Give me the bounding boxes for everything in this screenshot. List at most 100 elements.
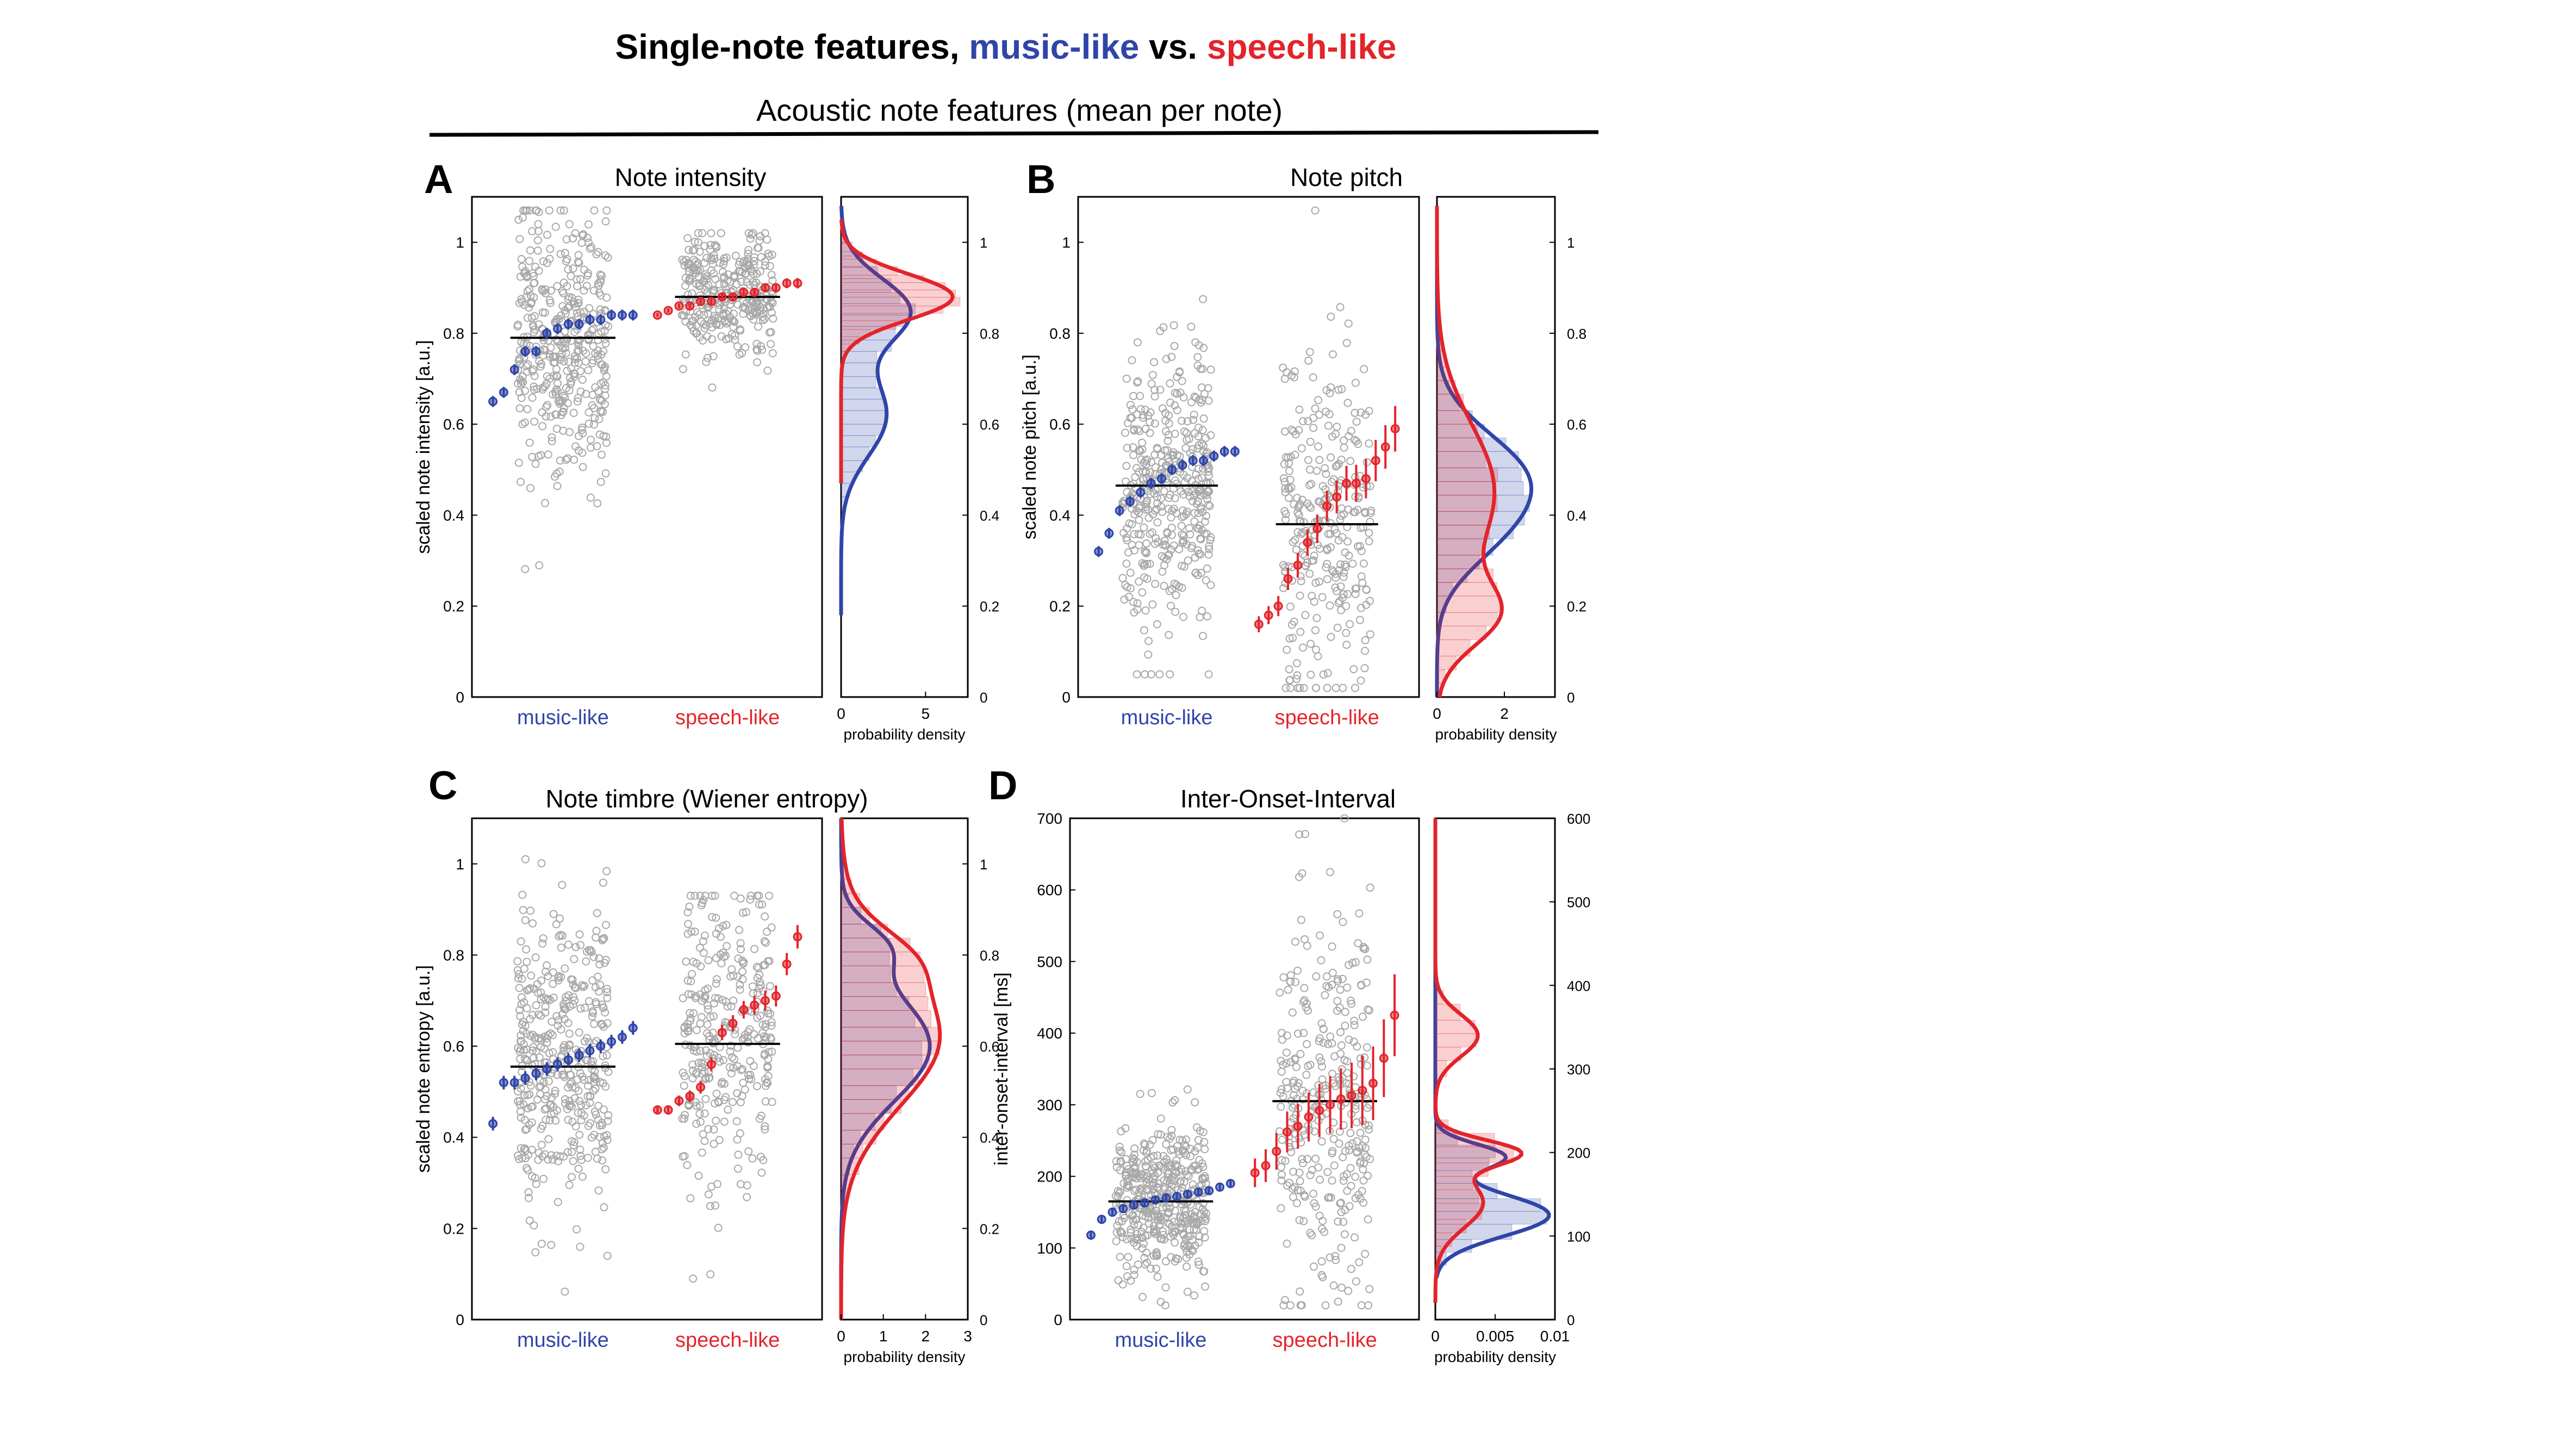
data-point-speech [1337,1208,1346,1216]
data-point-music [1158,1162,1166,1171]
data-point-speech [1332,529,1341,537]
data-point-music [1155,670,1164,679]
density-bar-music [841,965,891,983]
data-point-speech [700,1109,709,1118]
data-point-speech [1364,1215,1372,1224]
data-point-speech [753,988,762,997]
data-point-speech [1359,944,1368,953]
data-point-speech [744,1071,752,1079]
data-point-music [592,250,601,259]
data-point-music [1138,1244,1147,1253]
data-point-music [576,1004,585,1013]
data-point-music [1200,1227,1209,1235]
data-point-music [1192,470,1200,479]
data-point-speech [769,314,777,323]
data-point-music [1123,583,1131,592]
data-point-music [1191,568,1200,577]
data-point-speech [1291,978,1300,986]
data-point-speech [744,229,753,238]
data-point-speech [1357,1060,1365,1068]
data-point-speech [1366,518,1374,526]
data-point-speech [1317,1257,1326,1266]
density-bar-speech [1436,612,1498,627]
data-point-speech [1301,611,1310,619]
bin-mean-speech [771,991,781,1001]
data-point-music [540,1044,549,1053]
density-curve-music [839,206,913,615]
data-point-music [1179,613,1188,621]
data-point-music [1130,1265,1138,1274]
data-point-music [1147,1264,1155,1273]
data-point-speech [695,247,704,256]
bin-mean-music [1107,1207,1117,1217]
data-point-speech [1289,1193,1297,1202]
bin-mean-speech [771,283,781,293]
data-point-speech [763,1062,772,1071]
data-point-speech [1362,978,1371,987]
data-point-music [1200,518,1209,526]
data-point-music [586,1092,594,1100]
data-point-speech [1343,590,1352,599]
data-point-speech [1299,550,1308,559]
data-point-speech [700,992,709,1000]
panel-letter: D [988,763,1017,808]
data-point-music [538,422,547,431]
data-point-music [564,940,573,949]
data-point-music [1149,1179,1158,1187]
data-point-speech [1359,1165,1367,1174]
data-point-music [589,1057,598,1065]
data-point-music [1147,1153,1155,1162]
y-tick-label: 0.6 [1049,416,1071,433]
bin-mean-music [531,346,541,356]
data-point-speech [1357,676,1365,685]
data-point-music [1144,637,1153,645]
data-point-music [521,1054,529,1063]
y-axis-label: scaled note pitch [a.u.] [1019,355,1040,539]
data-point-speech [1364,1171,1372,1180]
data-point-music [568,1173,576,1181]
data-point-speech [746,895,755,904]
data-point-speech [1279,973,1288,982]
data-point-speech [1277,1067,1286,1076]
density-bar-music [841,410,885,425]
data-point-music [599,878,607,887]
data-point-speech [754,322,762,331]
data-point-music [1153,1272,1162,1281]
data-point-speech [767,340,775,349]
data-point-music [576,941,585,949]
data-point-music [584,1081,593,1090]
data-point-music [578,375,587,384]
data-point-speech [1361,646,1369,655]
data-point-music [552,1012,561,1021]
data-point-speech [1314,396,1322,405]
data-point-music [552,920,561,929]
data-point-speech [1322,386,1331,395]
data-point-music [583,271,592,280]
data-point-music [1122,1262,1131,1271]
data-point-music [1144,650,1153,659]
data-point-speech [1336,582,1345,591]
data-point-music [577,1101,586,1109]
data-point-music [1124,1253,1133,1261]
bin-mean-music [617,310,627,320]
data-point-music [1130,1220,1138,1229]
density-x-tick-label: 0 [837,705,845,722]
data-point-music [534,1155,543,1164]
bin-mean-music [499,388,508,397]
density-y-tick-label: 0.4 [1567,507,1586,524]
data-point-music [527,1118,536,1127]
data-point-music [595,960,604,969]
bin-mean-music [488,396,498,406]
density-bar-speech [841,1027,940,1042]
data-point-speech [1345,1146,1354,1154]
data-point-speech [1286,683,1295,692]
data-point-speech [1350,1017,1359,1025]
data-point-speech [1347,1265,1355,1273]
data-point-music [545,206,553,215]
data-point-speech [1316,544,1324,553]
density-bar-speech [841,282,946,290]
panel-letter: C [428,763,457,808]
data-point-speech [1296,1050,1305,1058]
data-point-music [1181,1244,1190,1253]
density-y-tick-label: 0.6 [980,1038,999,1055]
